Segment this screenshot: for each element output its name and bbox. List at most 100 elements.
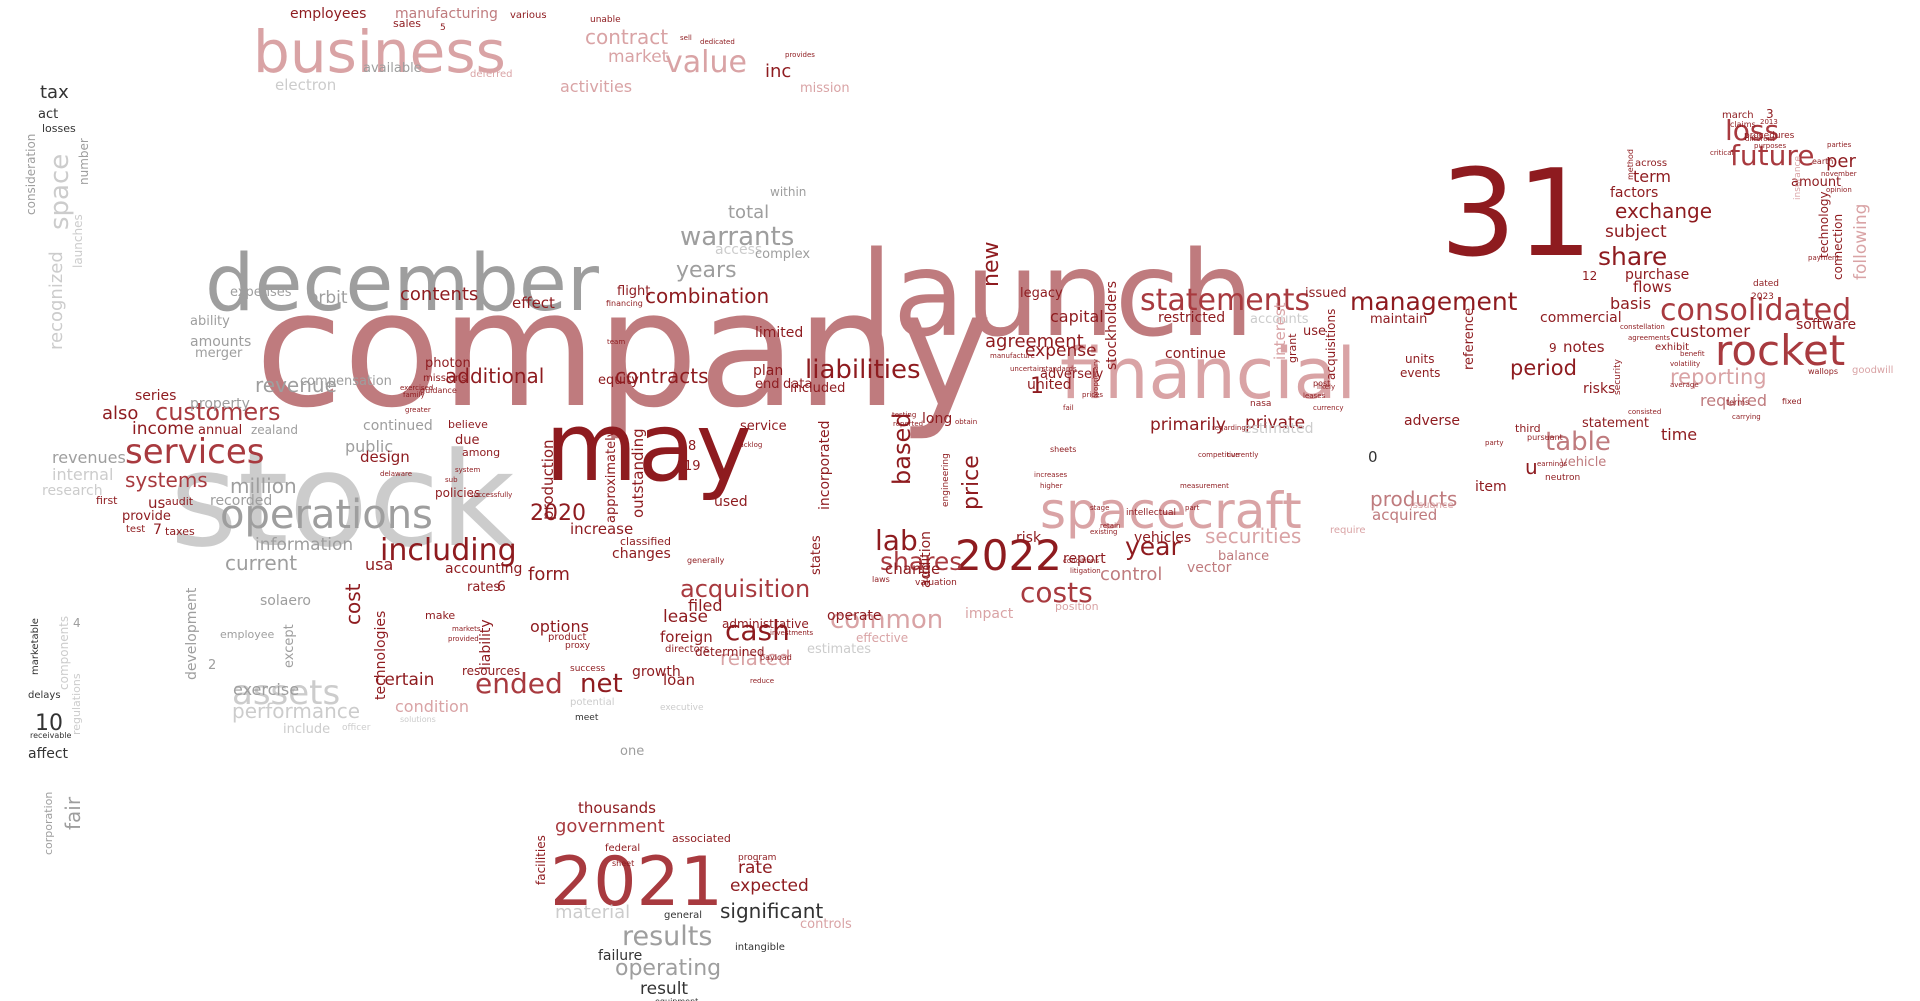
cloud-word-proxy: proxy bbox=[565, 641, 591, 651]
cloud-word-guidance: guidance bbox=[420, 386, 457, 395]
cloud-word-consisted: consisted bbox=[1628, 408, 1661, 416]
cloud-word-certain: certain bbox=[375, 670, 434, 690]
cloud-word-vehicle: vehicle bbox=[1560, 455, 1606, 470]
cloud-word-equity: equity bbox=[598, 373, 639, 388]
cloud-word-factors: factors bbox=[1610, 185, 1658, 201]
cloud-word-investments: investments bbox=[770, 629, 814, 637]
cloud-word-goodwill: goodwill bbox=[1852, 365, 1893, 376]
cloud-word-receivable: receivable bbox=[30, 731, 72, 740]
cloud-word-current: current bbox=[225, 551, 297, 575]
cloud-word-service: service bbox=[740, 419, 787, 434]
cloud-word-adversely: adversely bbox=[1040, 367, 1104, 382]
cloud-word-various: various bbox=[510, 10, 547, 21]
cloud-word-generally: generally bbox=[687, 556, 725, 565]
cloud-word-losses: losses bbox=[42, 122, 76, 135]
cloud-word-private: private bbox=[1245, 413, 1305, 433]
cloud-word-material: material bbox=[555, 902, 630, 923]
cloud-word-manufacturing: manufacturing bbox=[395, 6, 498, 22]
cloud-word-within: within bbox=[770, 185, 806, 199]
cloud-word-failure: failure bbox=[598, 948, 642, 964]
cloud-word-loan: loan bbox=[663, 671, 695, 689]
cloud-word-market: market bbox=[608, 47, 669, 67]
cloud-word-acquisition: acquisition bbox=[680, 575, 810, 603]
cloud-word-exhibit: exhibit bbox=[1655, 342, 1689, 353]
cloud-word-classified: classified bbox=[620, 535, 671, 548]
cloud-word-system: system bbox=[455, 466, 480, 474]
cloud-word-successfully: successfully bbox=[470, 491, 512, 499]
cloud-word-flight: flight bbox=[617, 284, 650, 299]
cloud-word-4: 4 bbox=[73, 616, 81, 630]
cloud-word-income: income bbox=[132, 419, 194, 439]
cloud-word-leases: leases bbox=[1303, 392, 1325, 400]
cloud-word-acquired: acquired bbox=[1372, 506, 1437, 524]
cloud-word-amount: amount bbox=[1791, 175, 1841, 190]
cloud-word-information: information bbox=[255, 535, 353, 555]
cloud-word-procedures: procedures bbox=[1744, 131, 1795, 141]
cloud-word-plan: plan bbox=[753, 363, 783, 379]
cloud-word-first: first bbox=[96, 494, 118, 507]
cloud-word-missions: missions bbox=[423, 373, 466, 384]
cloud-word-3: 3 bbox=[1766, 107, 1774, 121]
cloud-word-customers: customers bbox=[155, 398, 281, 426]
cloud-word-believe: believe bbox=[448, 418, 488, 431]
cloud-word-subject: subject bbox=[1605, 222, 1667, 242]
cloud-word-us: us bbox=[148, 494, 166, 512]
cloud-word-electron: electron bbox=[275, 76, 336, 94]
cloud-word-contents: contents bbox=[400, 284, 478, 305]
cloud-word-restricted: restricted bbox=[1158, 310, 1225, 326]
cloud-word-primarily: primarily bbox=[1150, 415, 1226, 435]
cloud-word-due: due bbox=[455, 433, 480, 448]
cloud-word-condition: condition bbox=[395, 697, 469, 716]
cloud-word-average: average bbox=[1670, 381, 1699, 389]
cloud-word-opinion: opinion bbox=[1826, 186, 1852, 194]
cloud-word-recognized: recognized bbox=[46, 251, 67, 350]
cloud-word-increase: increase bbox=[570, 520, 633, 538]
cloud-word-risk: risk bbox=[1016, 530, 1042, 546]
cloud-word-november: november bbox=[1821, 170, 1857, 178]
cloud-word-1: 1 bbox=[1030, 374, 1044, 399]
cloud-word-software: software bbox=[1796, 317, 1856, 333]
cloud-word-technology: technology bbox=[1817, 191, 1831, 258]
cloud-word-2020: 2020 bbox=[530, 501, 586, 526]
cloud-word-family: family bbox=[403, 391, 425, 399]
cloud-word-rate: rate bbox=[738, 858, 773, 878]
cloud-word-filed: filed bbox=[688, 596, 723, 615]
cloud-word-dated: dated bbox=[1753, 279, 1779, 289]
cloud-word-uncertain: uncertain bbox=[1010, 365, 1043, 373]
cloud-word-2013: 2013 bbox=[1760, 118, 1778, 126]
cloud-word-table: table bbox=[1545, 427, 1611, 457]
cloud-word-potential: potential bbox=[570, 697, 614, 708]
cloud-word-payment: payment bbox=[1808, 254, 1839, 262]
cloud-word-7: 7 bbox=[153, 522, 162, 538]
cloud-word-related: related bbox=[720, 646, 791, 670]
cloud-word-provided: provided bbox=[448, 635, 479, 643]
cloud-word-exercised: exercised bbox=[400, 384, 433, 392]
cloud-word-merger: merger bbox=[195, 346, 243, 361]
cloud-word-continued: continued bbox=[363, 418, 433, 434]
cloud-word-lab: lab bbox=[875, 524, 918, 557]
cloud-word-systems: systems bbox=[125, 468, 208, 492]
cloud-word-commercial: commercial bbox=[1540, 310, 1622, 326]
cloud-word-ended: ended bbox=[475, 667, 563, 700]
cloud-word-19: 19 bbox=[684, 459, 701, 474]
cloud-word-item: item bbox=[1475, 479, 1507, 495]
cloud-word-production: production bbox=[539, 439, 557, 520]
cloud-word-revenues: revenues bbox=[52, 448, 126, 467]
cloud-word-notes: notes bbox=[1563, 338, 1605, 356]
cloud-word-31: 31 bbox=[1440, 145, 1593, 284]
cloud-word-fixed: fixed bbox=[1782, 397, 1802, 406]
cloud-word-expenses: expenses bbox=[230, 285, 292, 300]
cloud-word-position: position bbox=[1055, 600, 1099, 613]
cloud-word-results: results bbox=[622, 921, 712, 952]
cloud-word-operate: operate bbox=[827, 608, 882, 624]
cloud-word-issued: issued bbox=[1305, 286, 1347, 301]
cloud-word-include: include bbox=[283, 722, 330, 737]
cloud-word-solaero: solaero bbox=[260, 593, 311, 609]
cloud-word-costs: costs bbox=[1020, 576, 1093, 609]
cloud-word-effect: effect bbox=[512, 294, 555, 312]
cloud-word-sub: sub bbox=[445, 476, 458, 484]
cloud-word-future: future bbox=[1730, 139, 1814, 172]
cloud-word-net: net bbox=[580, 669, 623, 699]
cloud-word-affect: affect bbox=[28, 746, 69, 762]
cloud-word-assets: assets bbox=[232, 673, 340, 713]
